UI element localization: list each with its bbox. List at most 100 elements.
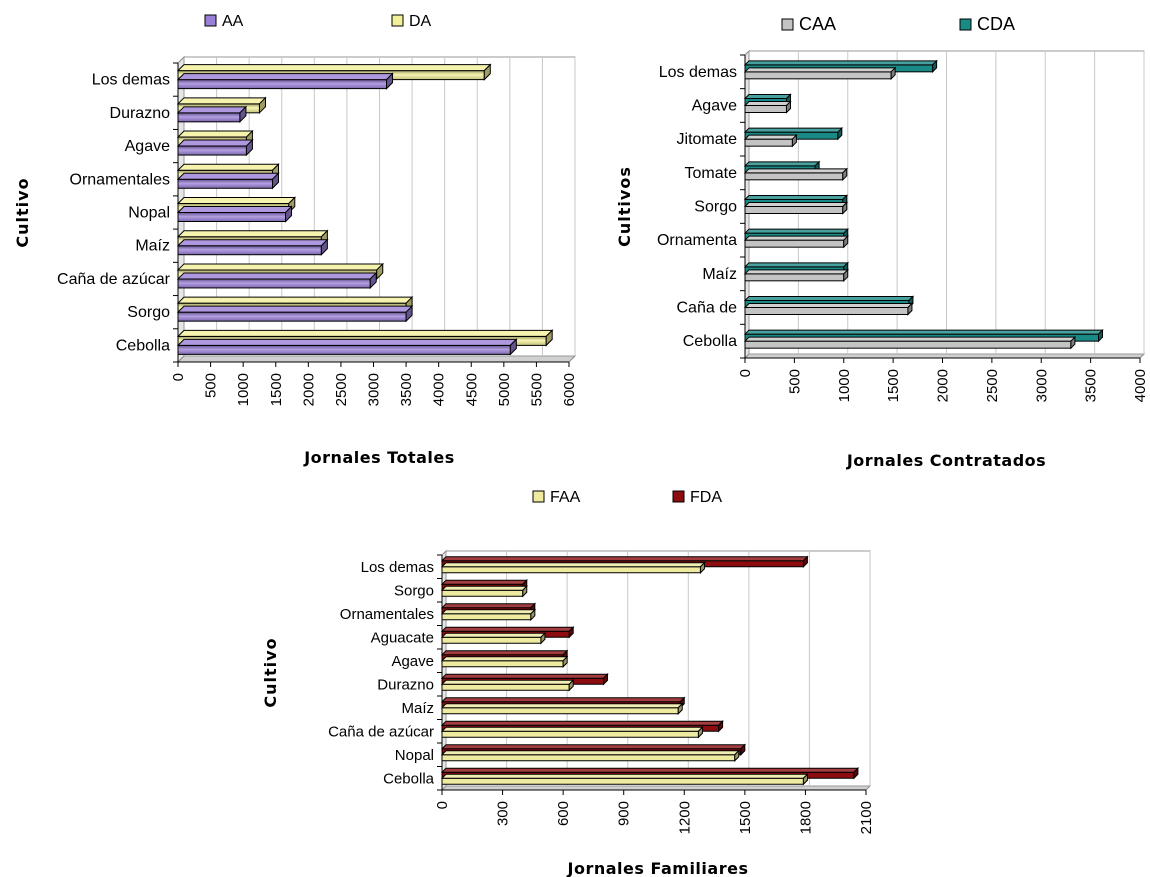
- bar-end: [842, 167, 848, 182]
- x-tick-label: 4000: [1132, 369, 1149, 402]
- bar-front: [177, 79, 388, 90]
- bar-front: [744, 239, 845, 248]
- bar: [440, 561, 706, 574]
- bar-top: [176, 230, 329, 238]
- floor: [176, 355, 577, 363]
- bar-end: [562, 655, 568, 668]
- bar-top: [176, 239, 329, 247]
- x-tick-label: 600: [555, 801, 572, 826]
- bar: [743, 234, 849, 249]
- y-axis-title: Cultivo: [13, 177, 32, 247]
- x-tick-label: 6000: [561, 373, 578, 406]
- x-axis-title: Jornales Familiares: [567, 859, 749, 877]
- bar-top: [743, 228, 849, 234]
- bar-top: [176, 206, 293, 213]
- x-tick-label: 2500: [984, 369, 1001, 402]
- y-axis-title: Cultivos: [615, 166, 634, 247]
- bar-top: [440, 744, 747, 750]
- bar-end: [843, 234, 849, 249]
- chart-familiares: 0 300 600 900 1200 1500 1800 2100 Los demas Sorgo…: [261, 489, 875, 877]
- bar-top: [743, 127, 844, 133]
- x-tick-label: 5000: [496, 373, 513, 406]
- bar-end: [568, 626, 574, 639]
- x-tick-label: 3500: [1083, 369, 1100, 402]
- category-label: Durazno: [377, 676, 434, 693]
- bar-top: [176, 338, 518, 346]
- x-axis-title: Jornales Totales: [303, 448, 455, 467]
- bar-front: [177, 311, 407, 322]
- bar: [743, 66, 897, 81]
- bar-end: [677, 702, 683, 715]
- bar-top: [743, 262, 849, 268]
- bar-top: [440, 585, 528, 591]
- category-label: Los demas: [92, 72, 170, 89]
- category-label: Caña de azúcar: [328, 723, 434, 740]
- bar-end: [271, 172, 279, 190]
- bar-top: [743, 336, 1077, 342]
- category-label: Cebolla: [116, 337, 170, 354]
- bar-end: [320, 238, 328, 256]
- category-label: Durazno: [110, 105, 171, 122]
- bar: [176, 205, 293, 223]
- bar-top: [743, 161, 821, 167]
- x-tick-label: 900: [616, 801, 633, 826]
- bar-end: [837, 126, 843, 141]
- x-tick-label: 3000: [1033, 369, 1050, 402]
- x-tick-label: 5500: [528, 373, 545, 406]
- bar: [176, 338, 518, 356]
- bar-top: [743, 235, 849, 241]
- bar-front: [744, 307, 909, 315]
- bar: [440, 608, 537, 621]
- bar-front: [177, 178, 273, 189]
- bar-top: [743, 60, 938, 66]
- bar-end: [932, 59, 938, 74]
- category-label: Caña de azúcar: [57, 271, 171, 288]
- bar-end: [405, 304, 413, 323]
- legend-swatch: [532, 490, 545, 503]
- bar-top: [440, 626, 575, 632]
- chart-contratados: 0 500 1000 1500 2000 2500 3000 3500 4000 Los dema…: [615, 14, 1149, 470]
- bar-end: [907, 302, 913, 316]
- bar-top: [176, 163, 280, 171]
- bar-end: [697, 726, 703, 739]
- bar-front: [441, 683, 570, 691]
- category-label: Los demas: [659, 64, 737, 81]
- legend-item: FAA: [532, 489, 581, 506]
- bar: [440, 773, 809, 786]
- x-tick-label: 300: [495, 801, 512, 826]
- bar: [743, 268, 849, 283]
- bar-end: [545, 329, 553, 347]
- bar-top: [440, 603, 537, 609]
- legend-item: DA: [391, 13, 432, 30]
- x-tick-label: 0: [737, 369, 754, 377]
- x-tick-label: 0: [170, 373, 187, 381]
- x-tick-label: 2000: [935, 369, 952, 402]
- category-label: Maíz: [135, 238, 170, 255]
- bar-top: [743, 67, 897, 73]
- x-tick-label: 500: [203, 373, 220, 398]
- bar-end: [1098, 328, 1104, 343]
- bar-top: [440, 656, 569, 662]
- bar-end: [386, 72, 394, 90]
- category-label: Agave: [692, 98, 737, 115]
- x-tick-label: 3500: [398, 373, 415, 406]
- bar-end: [734, 749, 740, 762]
- bar: [176, 172, 280, 190]
- bar: [743, 133, 798, 148]
- bar-end: [699, 561, 705, 574]
- bar-end: [890, 66, 896, 81]
- bar-top: [743, 134, 798, 140]
- bar-top: [440, 650, 569, 656]
- x-tick-label: 1500: [885, 369, 902, 402]
- bar-front: [744, 273, 845, 282]
- bar-top: [440, 609, 537, 615]
- legend-swatch: [204, 14, 217, 27]
- bar-top: [440, 579, 528, 585]
- bar-top: [743, 101, 792, 106]
- bar: [176, 271, 378, 290]
- bar-front: [177, 112, 241, 123]
- bar-top: [440, 726, 704, 732]
- bar: [440, 726, 704, 739]
- bar-top: [176, 64, 492, 72]
- category-label: Jitomate: [677, 131, 738, 148]
